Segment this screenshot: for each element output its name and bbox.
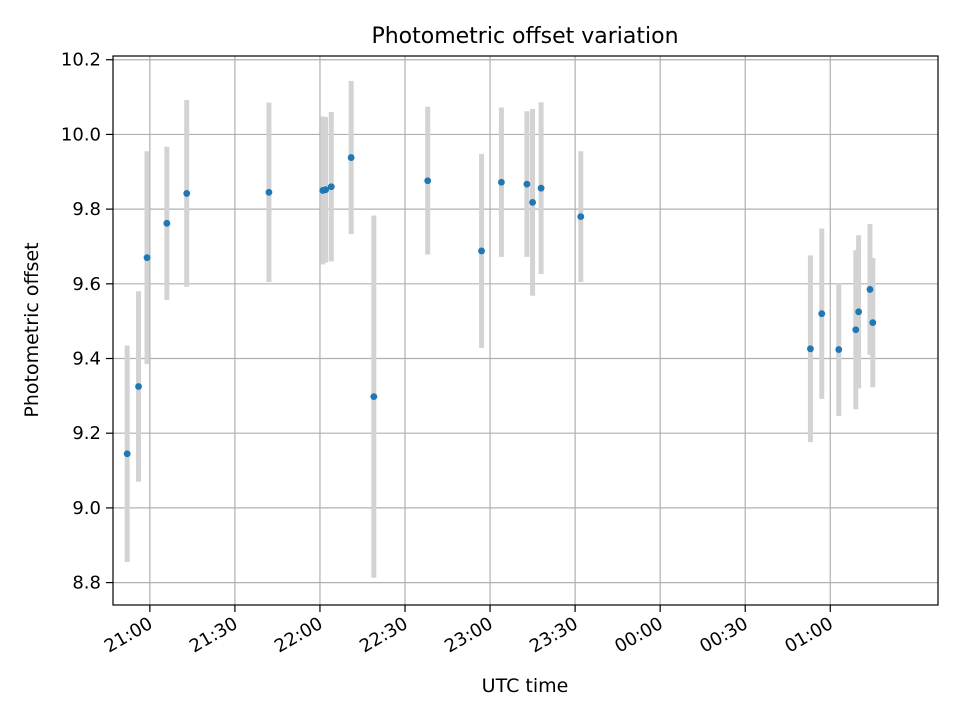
- data-point: [855, 308, 863, 316]
- data-point: [866, 286, 874, 293]
- y-axis-ticks: 8.8 9.0 9.2 9.4 9.6 9.8 10.0 10.2: [61, 50, 113, 594]
- data-point: [835, 346, 843, 353]
- x-axis-label: UTC time: [482, 675, 569, 697]
- y-tick-label: 10.0: [61, 124, 101, 145]
- y-tick-label: 9.0: [72, 498, 101, 519]
- data-point: [265, 188, 273, 196]
- y-tick-label: 9.6: [72, 274, 101, 295]
- chart-title: Photometric offset variation: [371, 24, 678, 49]
- y-axis-label: Photometric offset: [21, 242, 43, 417]
- data-point: [852, 326, 860, 334]
- y-tick-label: 10.2: [61, 50, 101, 71]
- data-point: [183, 190, 191, 197]
- data-point: [537, 184, 545, 192]
- data-point: [370, 393, 378, 401]
- data-point: [347, 154, 355, 161]
- data-points: [123, 154, 877, 458]
- data-point: [498, 178, 505, 186]
- y-tick-label: 9.8: [72, 199, 101, 220]
- data-point: [135, 383, 142, 390]
- data-point: [818, 310, 826, 318]
- data-point: [424, 177, 432, 185]
- data-point: [123, 450, 131, 458]
- data-point: [577, 213, 585, 220]
- data-point: [478, 247, 485, 255]
- data-point: [327, 183, 335, 191]
- data-point: [163, 219, 171, 227]
- plot-frame: [112, 55, 939, 606]
- data-point: [143, 254, 151, 262]
- data-point: [523, 180, 531, 188]
- y-tick-label: 9.4: [72, 349, 101, 370]
- data-point: [322, 186, 330, 194]
- data-point: [529, 199, 536, 206]
- data-point: [807, 345, 814, 353]
- y-tick-label: 8.8: [72, 573, 101, 594]
- y-tick-label: 9.2: [72, 423, 101, 444]
- data-point: [869, 319, 877, 327]
- grid: [113, 56, 938, 605]
